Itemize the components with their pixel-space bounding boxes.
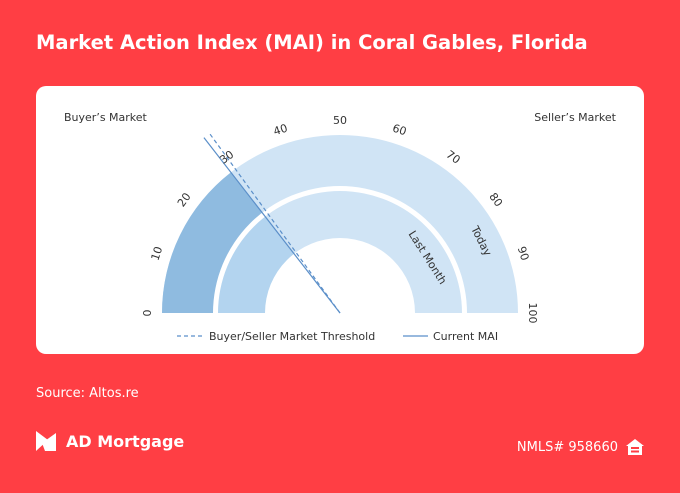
tick-label-60: 60 <box>391 122 408 139</box>
page-title: Market Action Index (MAI) in Coral Gable… <box>36 31 588 54</box>
tick-label-40: 40 <box>272 122 289 139</box>
tick-label-30: 30 <box>217 148 236 167</box>
tick-label-50: 50 <box>333 114 347 127</box>
sellers-market-label: Seller’s Market <box>534 111 616 124</box>
tick-label-0: 0 <box>141 310 154 317</box>
current-mai-line <box>203 137 341 314</box>
legend-current-mai-label: Current MAI <box>433 330 498 343</box>
equal-housing-icon <box>626 439 644 455</box>
ad-mortgage-logo-icon <box>36 431 56 451</box>
tick-label-10: 10 <box>149 245 166 262</box>
today-value-arc <box>162 172 264 313</box>
brand: AD Mortgage <box>36 431 184 451</box>
last-month-track-arc <box>216 189 464 313</box>
tick-label-100: 100 <box>526 303 539 324</box>
source-note: Source: Altos.re <box>36 386 139 401</box>
tick-label-20: 20 <box>175 190 194 209</box>
tick-label-70: 70 <box>444 148 463 167</box>
tick-label-80: 80 <box>486 190 505 209</box>
chart-card: Today Last Month 0 10 20 30 40 50 60 70 80 90 100 B… <box>36 86 644 354</box>
tick-label-90: 90 <box>515 245 532 262</box>
nmls-block: NMLS# 958660 <box>517 439 644 455</box>
last-month-value-arc <box>216 215 296 313</box>
nmls-number: NMLS# 958660 <box>516 439 618 455</box>
buyers-market-label: Buyer’s Market <box>64 111 148 124</box>
threshold-line <box>209 133 341 314</box>
today-track-arc <box>162 135 518 313</box>
chart-legend: Buyer/Seller Market Threshold Current MA… <box>177 330 498 343</box>
legend-threshold-label: Buyer/Seller Market Threshold <box>209 330 375 343</box>
brand-name: AD Mortgage <box>66 431 185 451</box>
